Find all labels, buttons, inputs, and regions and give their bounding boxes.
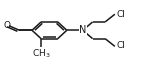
Text: Cl: Cl [117,10,126,19]
Text: CH$_3$: CH$_3$ [32,48,50,60]
Text: O: O [3,21,10,30]
Text: Cl: Cl [117,41,126,50]
Text: N: N [79,25,86,35]
